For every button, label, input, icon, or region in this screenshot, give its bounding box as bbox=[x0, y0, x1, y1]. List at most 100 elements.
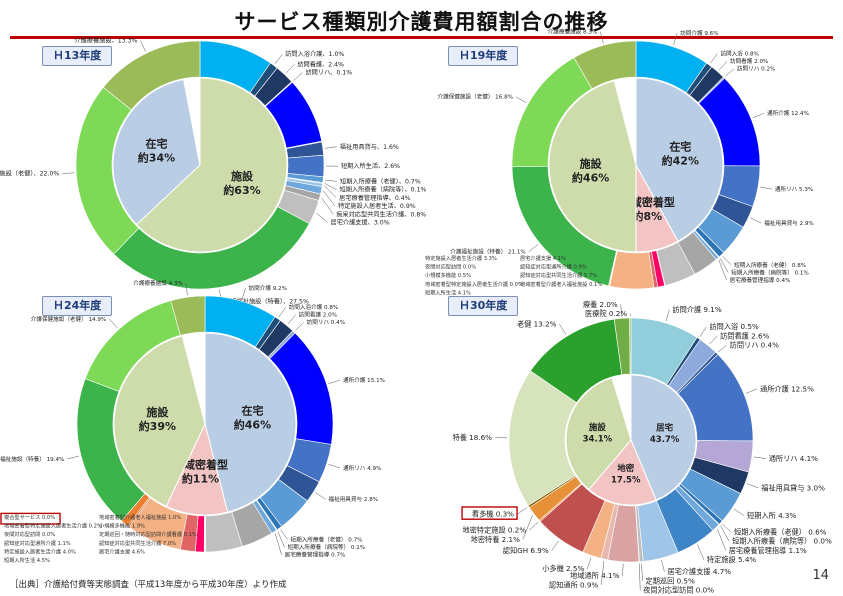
inner-label-施設: 施設 bbox=[589, 422, 607, 433]
outer-label: 訪問リハ 0.2% bbox=[737, 65, 775, 73]
leader-line bbox=[280, 529, 288, 540]
leader-line bbox=[285, 64, 295, 74]
inner-label-在宅: 在宅 bbox=[669, 139, 691, 153]
outer-slice-介護療養施設-4-3 bbox=[170, 295, 206, 336]
outer-label: 介護福祉施設（特養） 21.1% bbox=[450, 248, 526, 256]
leader-line bbox=[241, 287, 246, 300]
outer-label: 認知通所 0.9% bbox=[549, 580, 598, 589]
outer-label: 福祉用具貸与 3.0% bbox=[761, 483, 825, 492]
outer-label: 痴呆対応型共同生活介護、0.8% bbox=[336, 210, 426, 218]
pie-chart-h30: 訪問介護 9.1% 訪問入浴 0.5%訪問看護 2.6%訪問リハ 0.4% 通所介護… bbox=[453, 300, 832, 595]
leader-line bbox=[733, 508, 745, 516]
leader-line bbox=[295, 322, 304, 331]
slide-title: サービス種類別介護費用額割合の推移 bbox=[234, 10, 609, 34]
inner-slice-施設 bbox=[135, 77, 288, 253]
list-label: 地域密着型介護老人福祉施設 1.0% bbox=[99, 513, 181, 521]
leader-line bbox=[600, 31, 604, 44]
outer-label: 福祉用具貸与 2.9% bbox=[764, 219, 814, 227]
outer-label: 訪問リハ、0.1% bbox=[305, 69, 352, 77]
leader-line bbox=[725, 68, 735, 77]
leader-line bbox=[274, 533, 282, 555]
list-label: 特定施設入居者生活介護 3.3% bbox=[425, 254, 497, 262]
leader-line bbox=[274, 54, 283, 64]
outer-label: 短期入所療養（病院等） 0.1% bbox=[288, 543, 366, 551]
inner-slice-施設 bbox=[565, 377, 632, 491]
leader-line bbox=[321, 197, 334, 215]
outer-label: 地域通所 4.1% bbox=[570, 571, 619, 580]
inner-label-施設: 施設 bbox=[580, 156, 603, 170]
outer-label: 福祉用具貸与、1.6% bbox=[340, 143, 399, 151]
outer-label: 小多機 2.5% bbox=[542, 564, 584, 573]
inner-label-居宅: 居宅 bbox=[655, 422, 674, 433]
list-label: 地域密着型特定施設入居者生活介護 0.0% bbox=[425, 280, 523, 288]
outer-label: 通所リハ 5.3% bbox=[775, 185, 813, 193]
inner-label-地密: 地密 bbox=[617, 463, 635, 474]
outer-slice-医療院-0-2 bbox=[629, 317, 632, 375]
source-footnote: ［出典］介護給付費等実態調査（平成13年度から平成30年度）より作成 bbox=[10, 580, 287, 590]
outer-slice-短期入所生活-2-6 bbox=[287, 154, 325, 178]
outer-label: 訪問看護 2.0% bbox=[730, 57, 768, 65]
inner-label-在宅: 在宅 bbox=[241, 404, 263, 418]
outer-label: 居宅介護支援 4.7% bbox=[667, 567, 731, 576]
leader-line bbox=[551, 540, 559, 551]
outer-label: 訪問看護 2.6% bbox=[720, 331, 769, 340]
pie-chart-h19: 訪問介護 9.6% 訪問入浴 0.8%訪問看護 2.0%訪問リハ 0.2% 通所介護… bbox=[425, 28, 814, 297]
list-label: 定期巡回・随時対応型訪問介護看護 0.1% bbox=[99, 530, 197, 538]
outer-label: 居宅療養管理指導 0.7% bbox=[285, 551, 346, 559]
list-label: 地域密着型介護老人福祉施設 0.1% bbox=[520, 280, 602, 288]
leader-line bbox=[750, 217, 762, 224]
outer-label: 訪問入浴介護 0.8% bbox=[289, 303, 339, 311]
outer-label: 通所介護 12.5% bbox=[760, 384, 814, 393]
outer-label: 夜間対応型訪問 0.0% bbox=[643, 586, 714, 595]
inner-label-在宅: 約42% bbox=[662, 153, 699, 167]
leader-line bbox=[661, 560, 665, 572]
inner-label-地域密着型: 約8% bbox=[633, 209, 663, 223]
pie-chart-h24: 訪問介護 9.2% 訪問入浴介護 0.8%訪問看護 2.0%訪問リハ 0.4% 通所… bbox=[0, 279, 385, 564]
outer-label: 福祉用具貸与 2.8% bbox=[329, 495, 379, 503]
outer-label: 居宅療養管理指導、0.4% bbox=[339, 194, 411, 202]
leader-line bbox=[185, 283, 188, 296]
outer-label: 居宅介護支援、3.0% bbox=[331, 218, 390, 226]
outer-label: 短期入所 4.3% bbox=[747, 511, 796, 520]
outer-label: 介護保健施設（老健）、22.0% bbox=[0, 170, 59, 178]
outer-label: 短期入所療養（老健）、0.7% bbox=[340, 177, 421, 185]
leader-line bbox=[529, 522, 539, 531]
leader-line bbox=[324, 185, 337, 198]
outer-label: 老健 13.2% bbox=[517, 320, 557, 329]
outer-label: 訪問介護 9.1% bbox=[672, 305, 721, 314]
outer-label: 訪問入浴介護、1.0% bbox=[285, 50, 344, 58]
leader-line bbox=[325, 179, 338, 182]
leader-line bbox=[745, 388, 758, 394]
outer-label: 定期巡回 0.5% bbox=[646, 576, 695, 585]
inner-label-施設: 約46% bbox=[572, 170, 609, 184]
leader-line bbox=[753, 456, 766, 459]
outer-label: 訪問看護 2.0% bbox=[299, 311, 337, 319]
leader-line bbox=[328, 464, 341, 469]
outer-label: 訪問看護、2.4% bbox=[297, 60, 344, 68]
inner-label-地域密着型: 約11% bbox=[182, 471, 219, 485]
outer-label: 地密特養 2.1% bbox=[471, 535, 520, 544]
outer-label: 特定施設 5.4% bbox=[707, 555, 756, 564]
leader-line bbox=[718, 61, 728, 71]
outer-label: 訪問リハ 0.4% bbox=[730, 341, 779, 350]
leader-line bbox=[709, 335, 718, 345]
list-label: 認知症対応型共同生活介護 7.0% bbox=[99, 539, 176, 547]
outer-label: 短期入所療養（老健） 0.7% bbox=[291, 535, 363, 543]
title-underline bbox=[10, 36, 833, 39]
leader-line bbox=[699, 326, 707, 337]
list-label: 小規模多機能 0.5% bbox=[425, 271, 471, 279]
leader-line bbox=[316, 212, 328, 223]
highlight-box bbox=[461, 506, 518, 520]
pie-chart-h13: 訪問入浴介護、1.0% 訪問看護、2.4%訪問リハ、0.1% 福祉用具貸与、1.6%… bbox=[0, 37, 427, 306]
outer-label: 介護福祉施設（特養） 19.4% bbox=[0, 455, 64, 463]
list-label: 認知症対応型通所介護 1.1% bbox=[4, 539, 71, 547]
outer-label: 特養 18.6% bbox=[453, 433, 493, 442]
inner-slice-その他 bbox=[181, 332, 206, 425]
inner-slice-施設 bbox=[548, 80, 637, 253]
leader-line bbox=[62, 172, 75, 174]
inner-label-施設: 約39% bbox=[139, 419, 176, 433]
list-label: 居宅介護支援 4.6% bbox=[99, 547, 145, 555]
leader-line bbox=[67, 455, 80, 460]
outer-label: 訪問入浴 0.8% bbox=[720, 49, 758, 57]
outer-label: 介護福祉施設（特養）、27.5% bbox=[224, 297, 309, 305]
